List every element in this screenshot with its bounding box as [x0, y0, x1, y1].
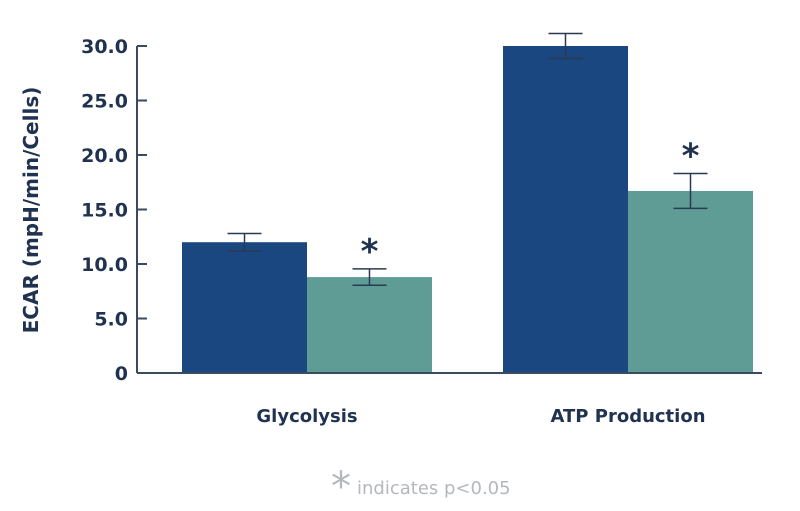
footnote-marker: *: [331, 464, 351, 507]
significance-marker: *: [361, 232, 379, 272]
bar: [307, 277, 432, 373]
y-axis-label: ECAR (mpH/min/Cells): [19, 87, 43, 334]
y-tick-label: 20.0: [81, 145, 128, 167]
category-label: ATP Production: [550, 406, 705, 427]
significance-marker: *: [682, 137, 700, 177]
y-tick-label: 10.0: [81, 254, 128, 276]
category-label: Glycolysis: [256, 406, 357, 427]
bar: [182, 242, 307, 373]
footnote-text: indicates p<0.05: [357, 478, 511, 499]
y-tick-label: 5.0: [94, 309, 128, 331]
bar: [503, 46, 628, 373]
y-tick-label: 25.0: [81, 91, 128, 113]
y-tick-label: 30.0: [81, 36, 128, 58]
y-tick-label: 0: [115, 363, 128, 385]
bar: [628, 190, 753, 373]
y-tick-label: 15.0: [81, 200, 128, 222]
